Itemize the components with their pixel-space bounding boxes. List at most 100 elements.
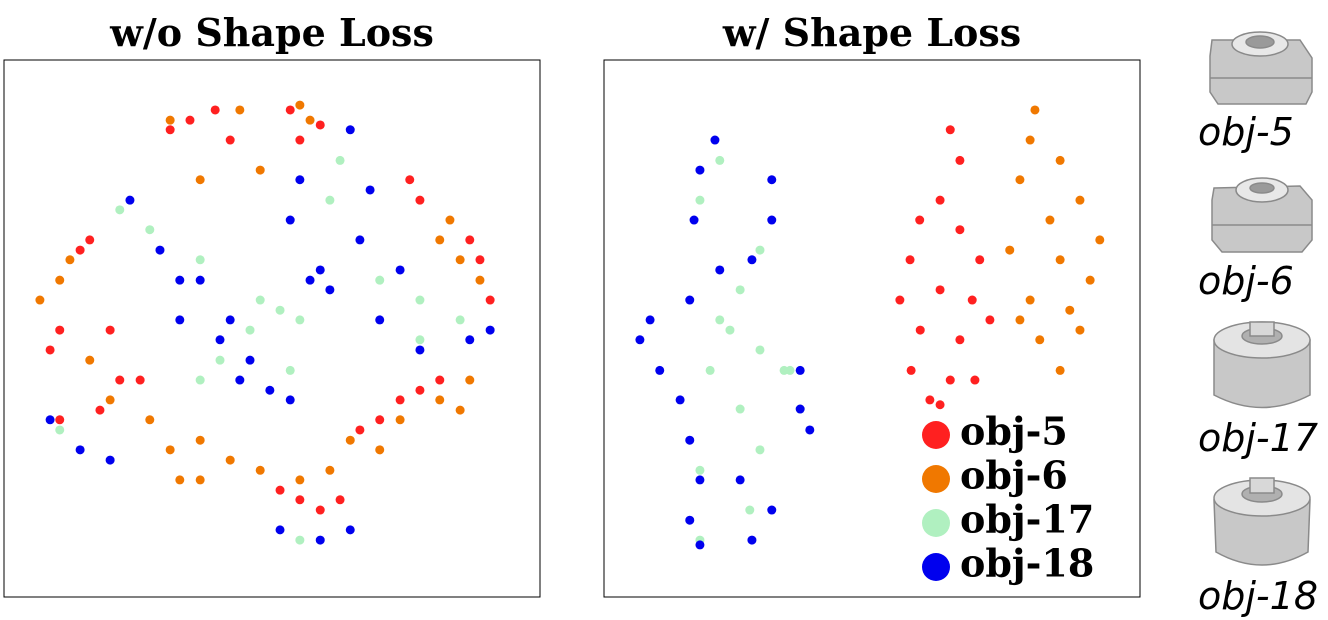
point [185, 115, 195, 125]
point [1055, 155, 1065, 165]
point [275, 305, 285, 315]
point [305, 275, 315, 285]
point [105, 325, 115, 335]
point [395, 415, 405, 425]
chart-title: w/o Shape Loss [109, 10, 434, 55]
point [165, 445, 175, 455]
point [415, 335, 425, 345]
point [1025, 295, 1035, 305]
point [767, 175, 777, 185]
point [1055, 365, 1065, 375]
point [695, 165, 705, 175]
point [767, 505, 777, 515]
point [255, 465, 265, 475]
point [225, 455, 235, 465]
thumbnail-obj-5 [1209, 31, 1313, 105]
point [55, 325, 65, 335]
point [195, 435, 205, 445]
point [475, 255, 485, 265]
point [805, 425, 815, 435]
series [695, 155, 805, 545]
point [755, 345, 765, 355]
point [455, 315, 465, 325]
point [645, 315, 655, 325]
point [115, 205, 125, 215]
point [675, 395, 685, 405]
point [1005, 245, 1015, 255]
point [685, 295, 695, 305]
point [755, 445, 765, 455]
point [405, 175, 415, 185]
point [95, 405, 105, 415]
legend-label: obj-18 [960, 541, 1094, 586]
point [1045, 215, 1055, 225]
point [715, 155, 725, 165]
series [35, 100, 485, 485]
point [210, 105, 220, 115]
point [715, 315, 725, 325]
series [895, 125, 995, 410]
object-label: obj-18 [1198, 574, 1318, 618]
point [325, 465, 335, 475]
point [345, 125, 355, 135]
thumbnail-obj-18 [1213, 477, 1311, 566]
point [275, 485, 285, 495]
point [715, 265, 725, 275]
point [165, 115, 175, 125]
legend-marker [922, 553, 950, 581]
series [45, 105, 495, 515]
legend-label: obj-6 [960, 453, 1068, 498]
point [1075, 195, 1085, 205]
point [285, 365, 295, 375]
point [255, 295, 265, 305]
point [445, 215, 455, 225]
point [335, 155, 345, 165]
point [295, 175, 305, 185]
point [365, 185, 375, 195]
point [925, 395, 935, 405]
point [905, 255, 915, 265]
series [55, 155, 465, 545]
point [395, 395, 405, 405]
point [635, 335, 645, 345]
thumbnail-obj-6 [1211, 177, 1313, 253]
point [35, 295, 45, 305]
point [1055, 255, 1065, 265]
point [767, 215, 777, 225]
point [295, 495, 305, 505]
point [1095, 235, 1105, 245]
point [375, 445, 385, 455]
chart-title: w/ Shape Loss [722, 10, 1021, 55]
point [685, 515, 695, 525]
point [335, 495, 345, 505]
point [735, 404, 745, 414]
point [375, 415, 385, 425]
point [465, 335, 475, 345]
point [906, 365, 916, 375]
point [485, 295, 495, 305]
series [635, 135, 815, 550]
point [105, 395, 115, 405]
point [1035, 335, 1045, 345]
point [45, 345, 55, 355]
series [45, 125, 495, 545]
legend-marker [922, 465, 950, 493]
point [1085, 275, 1095, 285]
point [305, 115, 315, 125]
point [1015, 175, 1025, 185]
series [1005, 105, 1105, 375]
point [75, 445, 85, 455]
point [175, 275, 185, 285]
point [285, 395, 295, 405]
point [195, 375, 205, 385]
point [225, 315, 235, 325]
point [235, 375, 245, 385]
point [85, 355, 95, 365]
point [275, 525, 285, 535]
point [970, 375, 980, 385]
point [685, 435, 695, 445]
point [325, 195, 335, 205]
point [415, 295, 425, 305]
point [735, 475, 745, 485]
point [285, 105, 295, 115]
